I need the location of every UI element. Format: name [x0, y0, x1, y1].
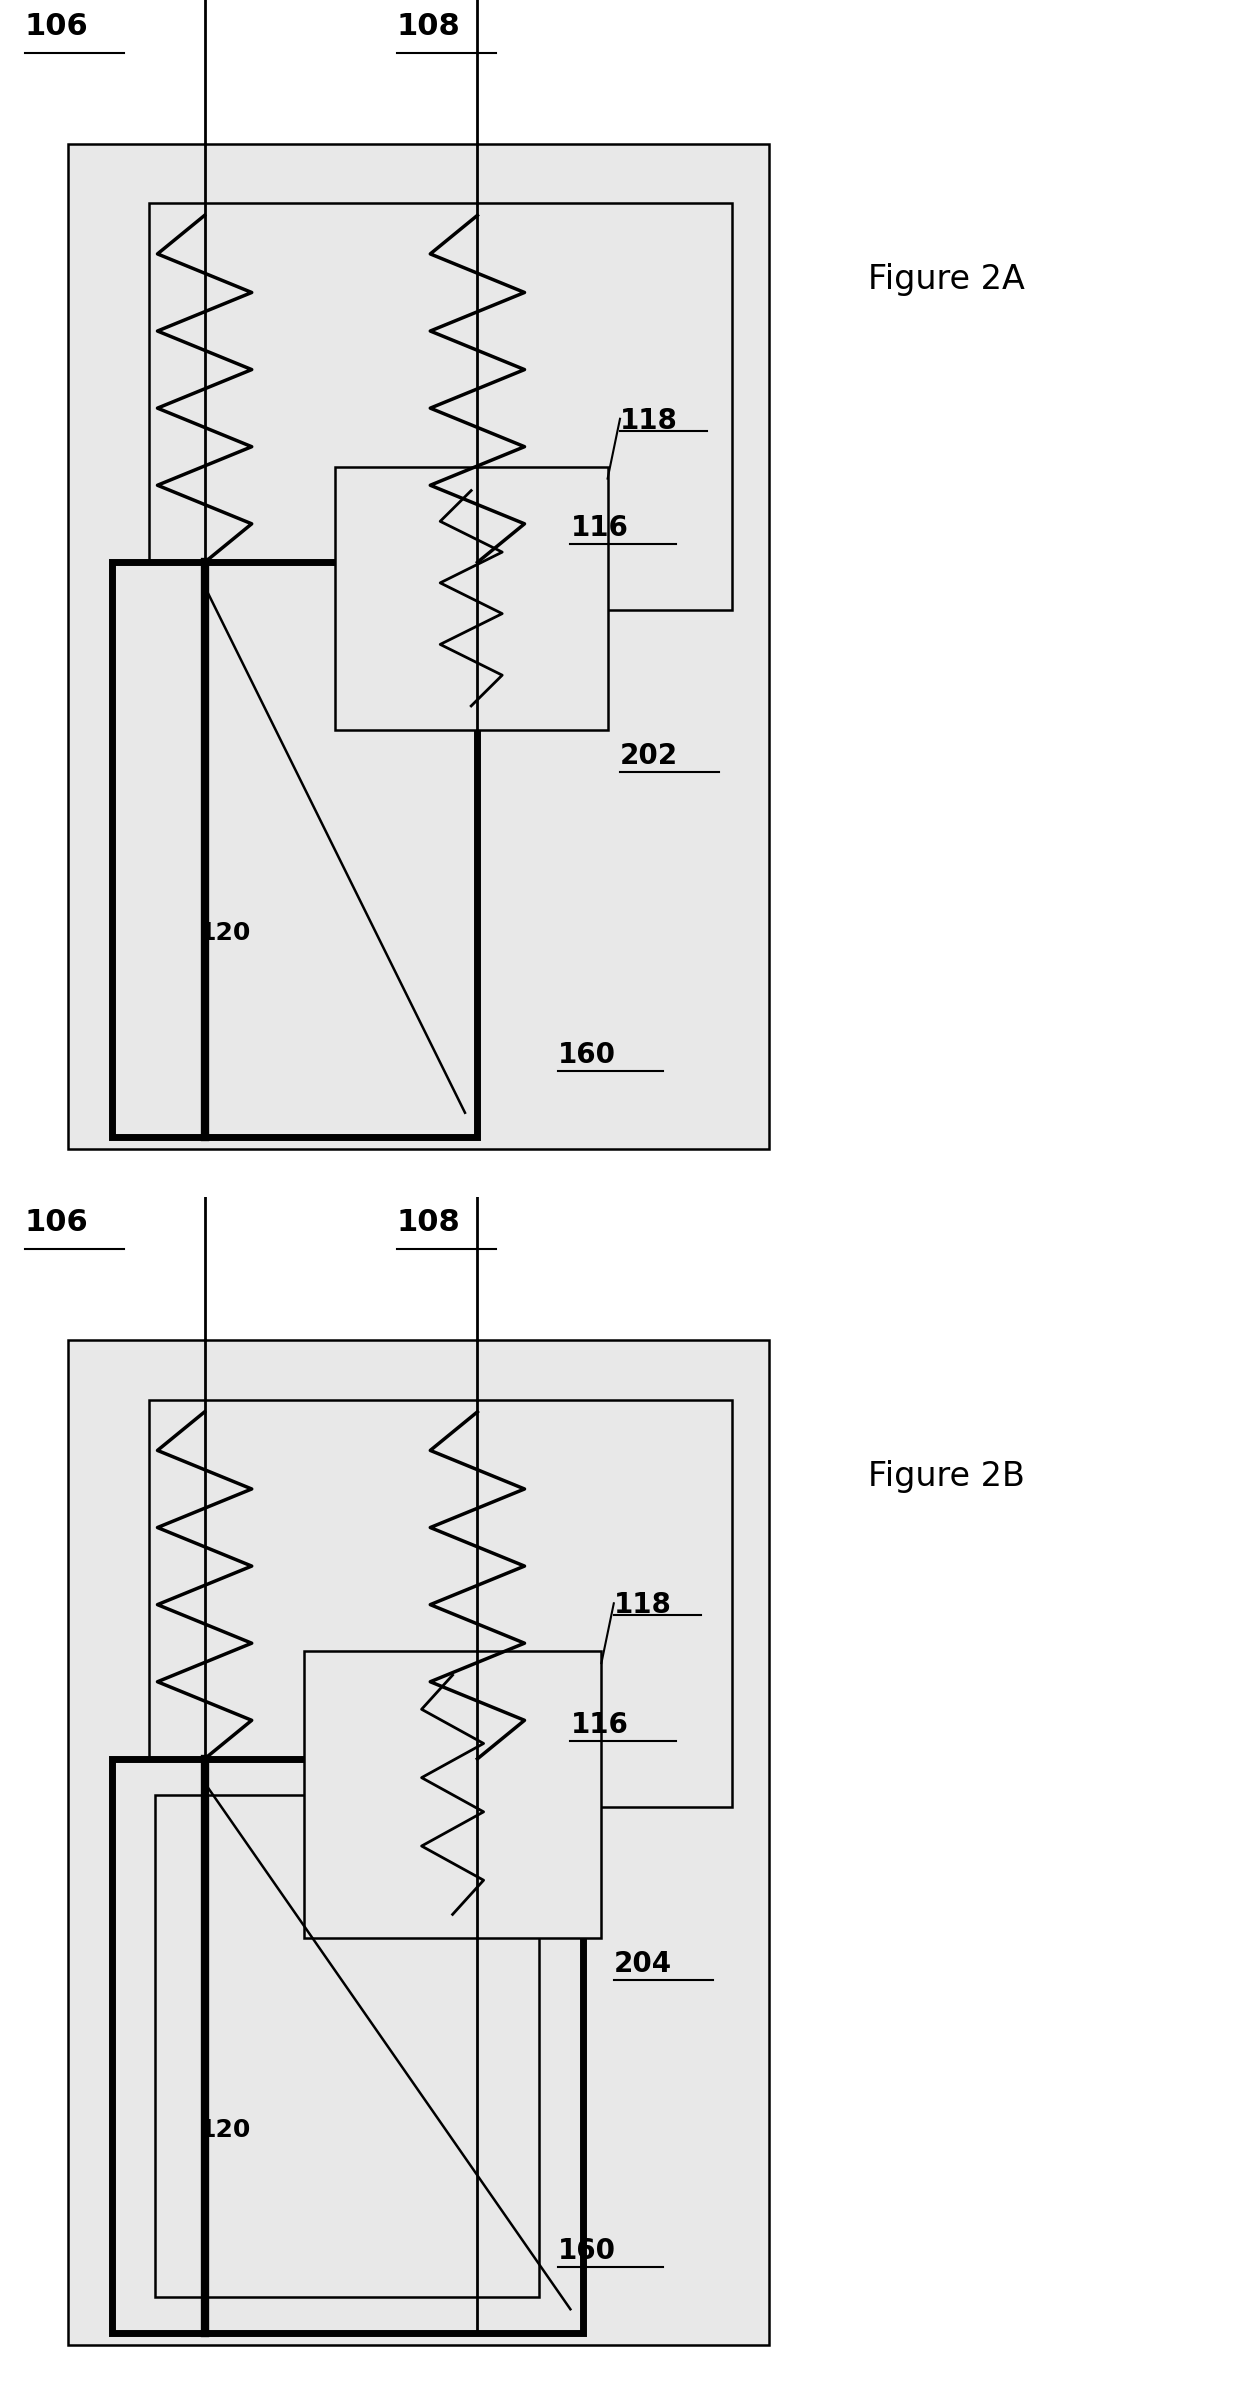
- Text: 118: 118: [614, 1591, 672, 1620]
- Text: 160: 160: [558, 1041, 616, 1070]
- Bar: [335, 467, 608, 730]
- Text: 202: 202: [620, 742, 678, 771]
- Text: 106: 106: [25, 1208, 88, 1237]
- Bar: [149, 1400, 732, 1807]
- Bar: [112, 1759, 583, 2333]
- Text: 204: 204: [614, 1950, 672, 1979]
- Text: 120: 120: [198, 921, 250, 945]
- Text: 116: 116: [570, 514, 629, 543]
- Bar: [68, 1340, 769, 2345]
- Bar: [68, 144, 769, 1149]
- Text: 120: 120: [198, 2118, 250, 2142]
- Text: 108: 108: [397, 1208, 460, 1237]
- Bar: [304, 1651, 601, 1938]
- Text: 116: 116: [570, 1711, 629, 1740]
- Text: 118: 118: [620, 407, 678, 436]
- Bar: [112, 562, 477, 1137]
- Bar: [155, 1795, 539, 2297]
- Text: 106: 106: [25, 12, 88, 41]
- Bar: [149, 203, 732, 610]
- Text: 108: 108: [397, 12, 460, 41]
- Text: Figure 2A: Figure 2A: [868, 263, 1025, 297]
- Text: 160: 160: [558, 2237, 616, 2266]
- Text: Figure 2B: Figure 2B: [868, 1460, 1025, 1493]
